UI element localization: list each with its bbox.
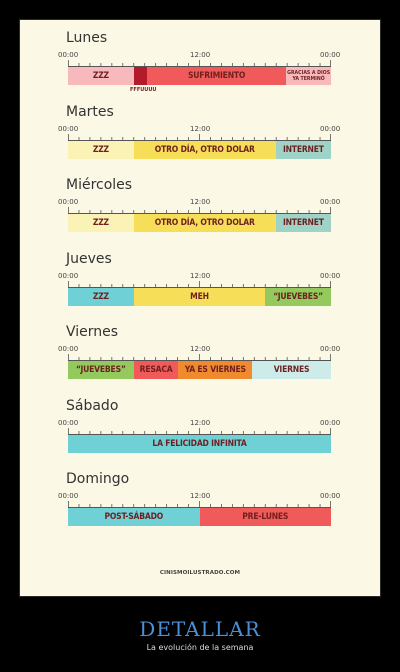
time-ruler — [68, 280, 331, 288]
time-label-mid: 12:00 — [190, 345, 211, 353]
day-name: Miércoles — [66, 177, 133, 193]
time-label-end: 00:00 — [320, 271, 341, 280]
bar-segment: ZZZ — [68, 67, 134, 85]
time-label-end: 00:00 — [320, 198, 341, 206]
caption-title[interactable]: DETALLAR — [139, 617, 261, 641]
time-label-start: 00:00 — [58, 124, 79, 133]
bar-segment: SUFRIMIENTO — [146, 67, 287, 85]
bar-segment: LA FELICIDAD INFINITA — [68, 434, 331, 453]
day-bar: POST-SÁBADO PRE-LUNES — [68, 508, 331, 526]
time-label-end: 00:00 — [320, 51, 341, 59]
day-6: Domingo 00:00 12:00 00:00 POST-SÁBADO PRE-LUN… — [20, 461, 380, 535]
time-label-mid: 12:00 — [190, 492, 211, 500]
time-label-mid: 12:00 — [190, 198, 211, 206]
bar-segment: INTERNET — [275, 214, 331, 232]
bar-segment: VIERNES — [252, 361, 331, 379]
time-ruler — [68, 60, 331, 67]
time-label-start: 00:00 — [58, 51, 79, 59]
bar-segment: ZZZ — [68, 214, 134, 232]
day-name: Viernes — [66, 324, 119, 340]
day-bar: ZZZ OTRO DÍA, OTRO DOLAR INTERNET — [68, 140, 331, 159]
time-label-start: 00:00 — [58, 271, 79, 280]
bar-segment — [133, 67, 147, 85]
day-3: Jueves 00:00 12:00 00:00 ZZZ MEH “JUEVEBES” — [20, 241, 380, 315]
bar-segment: GRACIAS A DIOS YA TERMINÓ — [286, 67, 331, 85]
time-label-end: 00:00 — [320, 492, 341, 500]
time-ruler — [68, 133, 331, 141]
day-bar: LA FELICIDAD INFINITA — [68, 434, 331, 453]
day-bar: ZZZ OTRO DÍA, OTRO DOLAR INTERNET — [68, 214, 331, 232]
bar-segment: OTRO DÍA, OTRO DOLAR — [133, 140, 276, 159]
bar-segment: POST-SÁBADO — [68, 508, 200, 526]
time-label-start: 00:00 — [58, 198, 79, 206]
day-name: Jueves — [66, 250, 112, 267]
time-label-mid: 12:00 — [190, 271, 211, 280]
poster: Lunes 00:00 12:00 00:00 ZZZ SUFRIMIENTO GRACIA… — [19, 19, 381, 597]
time-label-start: 00:00 — [58, 418, 79, 427]
time-label-end: 00:00 — [320, 418, 341, 427]
time-ruler — [68, 501, 331, 508]
bar-segment: YA ES VIERNES — [178, 361, 253, 379]
time-ruler — [68, 427, 331, 435]
day-name: Martes — [66, 103, 114, 120]
day-bar: ZZZ SUFRIMIENTO GRACIAS A DIOS YA TERMINÓ — [68, 67, 331, 85]
day-name: Lunes — [66, 30, 108, 46]
time-label-mid: 12:00 — [190, 51, 211, 59]
bar-segment: “JUEVEBES” — [265, 287, 331, 306]
day-bar: “JUEVEBES” RESACA YA ES VIERNES VIERNES — [68, 361, 331, 379]
day-0: Lunes 00:00 12:00 00:00 ZZZ SUFRIMIENTO GRACIA… — [20, 20, 380, 94]
day-bar: ZZZ MEH “JUEVEBES” — [68, 287, 331, 306]
bar-segment: RESACA — [133, 361, 179, 379]
time-ruler — [68, 207, 331, 214]
time-label-end: 00:00 — [320, 345, 341, 353]
day-name: Domingo — [66, 471, 130, 487]
time-label-mid: 12:00 — [190, 124, 211, 133]
credit-text: CINISMOILUSTRADO.COM — [159, 570, 241, 576]
day-2: Miércoles 00:00 12:00 00:00 ZZZ OTRO DÍA, OTR… — [20, 167, 380, 241]
segment-note: FFFUUUU — [130, 87, 157, 93]
day-5: Sábado 00:00 12:00 00:00 LA FELICIDAD INFINI… — [20, 388, 380, 462]
bar-segment: ZZZ — [68, 287, 134, 306]
day-name: Sábado — [66, 397, 119, 414]
bar-segment: ZZZ — [68, 140, 134, 159]
day-1: Martes 00:00 12:00 00:00 ZZZ OTRO DÍA, OTRO D… — [20, 94, 380, 168]
bar-segment: INTERNET — [275, 140, 331, 159]
bar-segment: PRE-LUNES — [199, 508, 331, 526]
time-label-end: 00:00 — [320, 124, 341, 133]
time-label-mid: 12:00 — [190, 418, 211, 427]
time-label-start: 00:00 — [58, 492, 79, 500]
bar-segment: “JUEVEBES” — [68, 361, 134, 379]
bar-segment: MEH — [133, 287, 266, 306]
time-label-start: 00:00 — [58, 345, 79, 353]
time-ruler — [68, 354, 331, 361]
caption-subtitle: La evolución de la semana — [146, 643, 254, 652]
day-4: Viernes 00:00 12:00 00:00 “JUEVEBES” RESACA YA… — [20, 314, 380, 388]
bar-segment: OTRO DÍA, OTRO DOLAR — [133, 214, 276, 232]
